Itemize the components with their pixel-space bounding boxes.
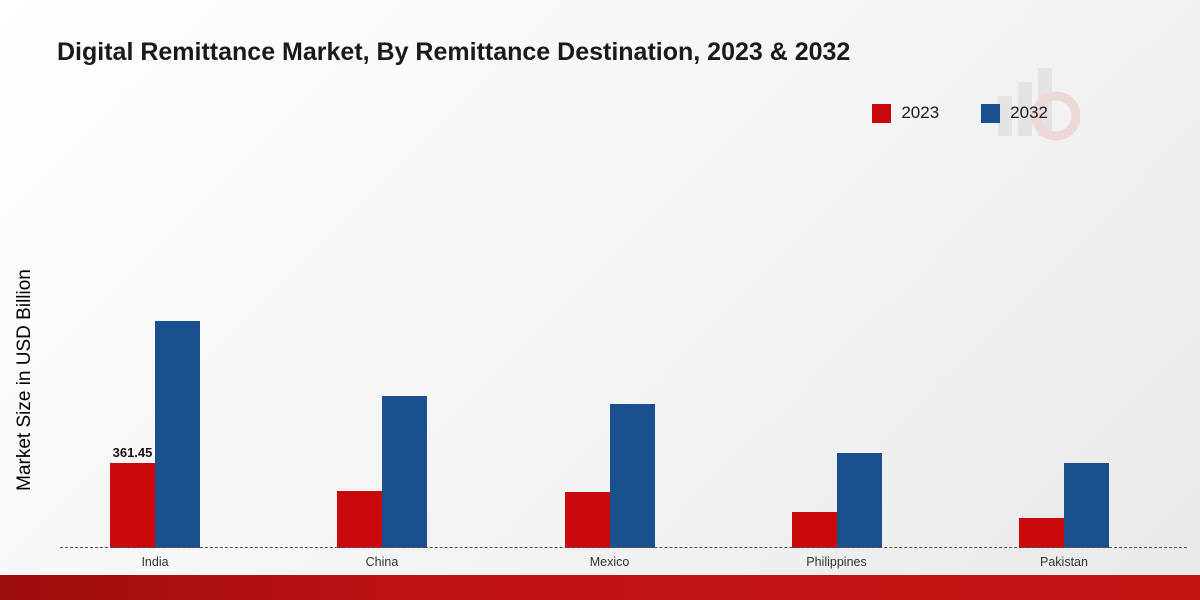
- bar-2023-china: [337, 490, 382, 548]
- x-axis-label-china: China: [365, 555, 399, 569]
- x-axis-baseline: [60, 547, 1187, 548]
- bar-2023-philippines: [791, 512, 837, 548]
- legend-swatch-2023: [872, 103, 892, 123]
- x-axis-label-india: India: [141, 555, 169, 569]
- x-axis-label-pakistan: Pakistan: [1040, 555, 1088, 569]
- bar-group-pakistan: [1019, 462, 1109, 548]
- data-label-2023-india: 361.45: [112, 444, 153, 460]
- watermark-logo: [998, 68, 1080, 141]
- bar-group-philippines: [791, 452, 882, 548]
- legend-item-2023: 2023: [872, 103, 939, 123]
- footer-band: [0, 575, 1200, 600]
- bar-2032-mexico: [609, 403, 655, 548]
- x-axis-label-mexico: Mexico: [589, 555, 630, 569]
- bar-2032-pakistan: [1064, 462, 1109, 548]
- bar-group-india: [110, 321, 200, 548]
- bar-group-china: [337, 395, 427, 548]
- legend-item-2032: 2032: [981, 103, 1048, 123]
- bar-2032-india: [155, 321, 200, 548]
- x-axis-labels: India China Mexico Philippines Pakistan: [0, 555, 1200, 575]
- bar-2023-india: [110, 462, 155, 548]
- bar-2032-philippines: [836, 452, 882, 548]
- bar-2023-pakistan: [1019, 517, 1064, 548]
- chart-title: Digital Remittance Market, By Remittance…: [57, 38, 851, 66]
- bar-2023-mexico: [564, 491, 610, 548]
- bar-group-mexico: [564, 403, 655, 548]
- plot-area: 361.45: [0, 312, 1200, 548]
- legend-label-2032: 2032: [1010, 103, 1048, 122]
- legend-label-2023: 2023: [901, 103, 940, 122]
- bar-2032-china: [382, 395, 427, 548]
- legend-swatch-2032: [981, 103, 1001, 123]
- x-axis-label-philippines: Philippines: [806, 555, 867, 569]
- chart-legend: 2023 2032: [872, 103, 1048, 123]
